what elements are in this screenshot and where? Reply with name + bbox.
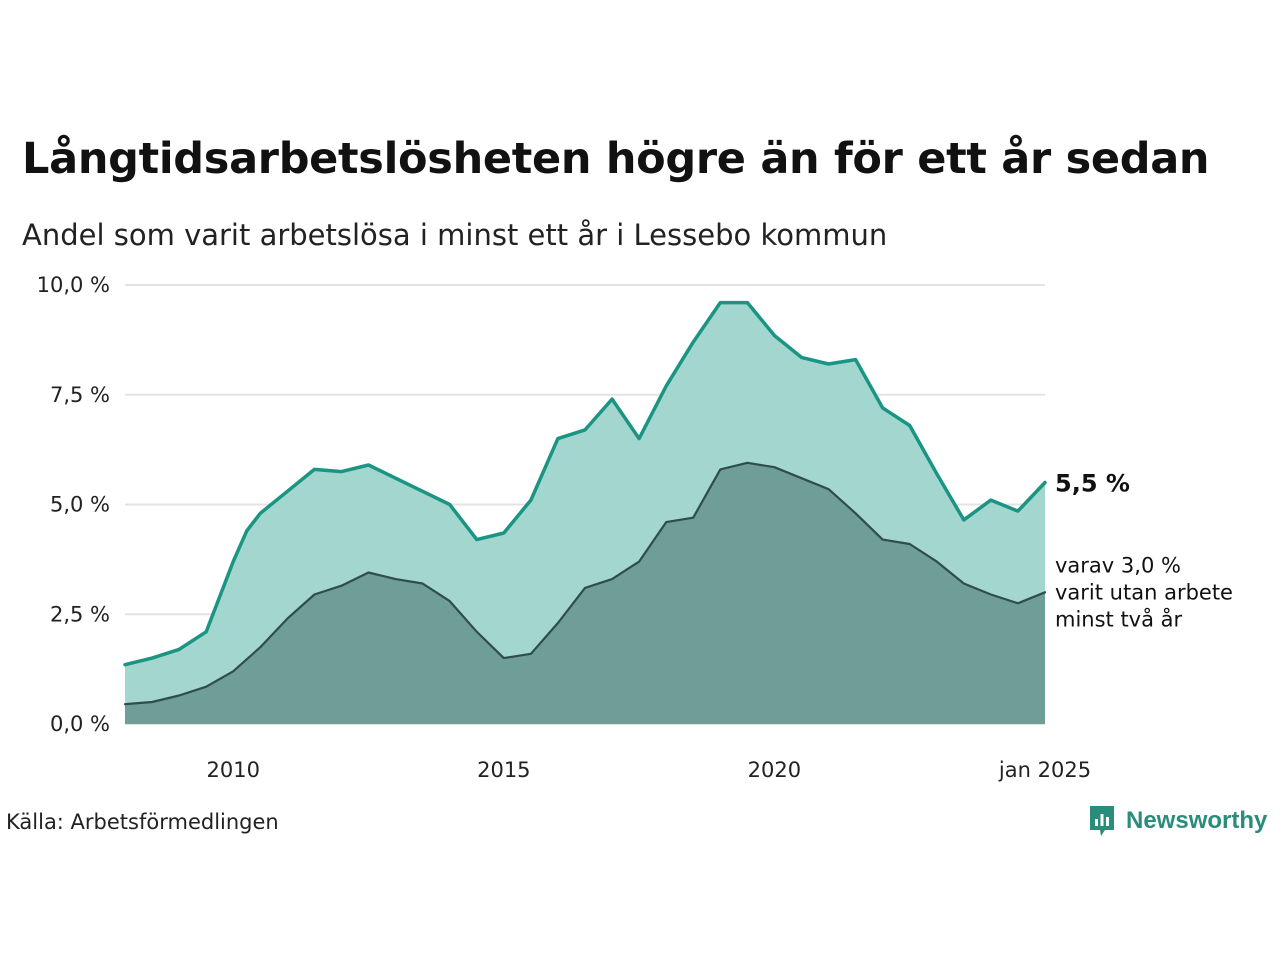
y-tick-label: 5,0 % [50,493,110,517]
chart-title: Långtidsarbetslösheten högre än för ett … [22,134,1210,184]
x-tick-label: 2010 [207,758,260,782]
upper-series-line [123,300,1047,667]
lower-series-line [123,461,1047,706]
logo-text: Newsworthy [1126,807,1268,834]
chart-subtitle: Andel som varit arbetslösa i minst ett å… [22,218,888,252]
x-tick-label: 2015 [477,758,530,782]
source-note: Källa: Arbetsförmedlingen [6,810,279,834]
lower-series-end-label-line-1: varav 3,0 % [1055,553,1181,577]
upper-series-end-label: 5,5 % [1055,470,1130,498]
y-tick-label: 0,0 % [50,712,110,736]
x-tick-label: 2020 [748,758,801,782]
y-tick-label: 10,0 % [37,273,110,297]
y-tick-label: 7,5 % [50,383,110,407]
x-tick-label: jan 2025 [998,758,1091,782]
lower-series-end-label-line-3: minst två år [1055,606,1183,631]
y-tick-label: 2,5 % [50,602,110,626]
lower-series-end-label-line-2: varit utan arbete [1055,580,1233,604]
lower-series-area [125,462,1045,724]
newsworthy-logo-icon [1090,806,1114,836]
newsworthy-logo: Newsworthy [1088,804,1267,838]
